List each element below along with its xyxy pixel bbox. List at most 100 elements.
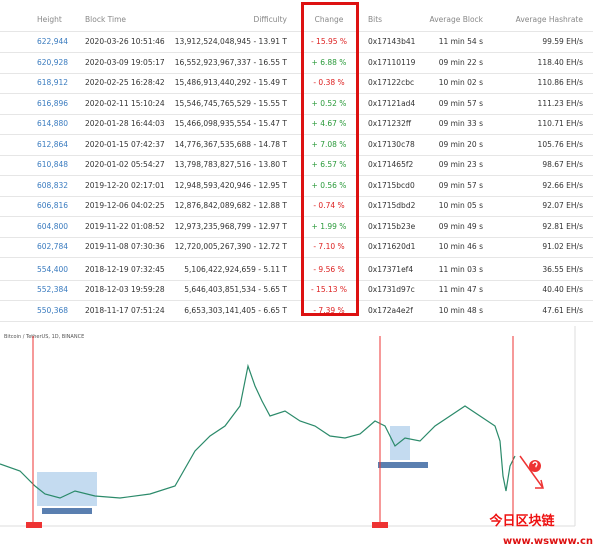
difficulty: 16,552,923,967,337 - 16.55 T bbox=[174, 57, 287, 67]
average-hashrate: 111.23 EH/s bbox=[537, 98, 583, 108]
row-divider bbox=[0, 113, 593, 115]
difficulty: Difficulty bbox=[253, 15, 287, 24]
difficulty: 13,912,524,048,945 - 13.91 T bbox=[174, 37, 287, 46]
height[interactable]: 554,400 bbox=[37, 264, 69, 274]
chart-symbol: Bitcoin / TetherUS, 1D, BINANCE bbox=[4, 334, 84, 340]
difficulty: 15,546,745,765,529 - 15.55 T bbox=[174, 98, 287, 108]
highlight-box bbox=[301, 2, 359, 316]
block-time: 2020-01-15 07:42:37 bbox=[85, 139, 165, 149]
watermark-url: www.wswww.cn bbox=[503, 536, 593, 547]
bits: 0x1731d97c bbox=[368, 285, 415, 294]
row-divider bbox=[0, 257, 593, 258]
arrow bbox=[519, 455, 544, 489]
bits: Bits bbox=[368, 15, 383, 24]
height[interactable]: 614,880 bbox=[37, 119, 69, 128]
average-hashrate: 99.59 EH/s bbox=[542, 37, 583, 46]
change: - 9.56 % bbox=[313, 264, 345, 274]
block-time: 2020-03-09 19:05:17 bbox=[85, 57, 165, 67]
arrow-head bbox=[535, 479, 544, 489]
average-block: 11 min 03 s bbox=[438, 264, 483, 274]
average-hashrate: 47.61 EH/s bbox=[542, 305, 583, 315]
height[interactable]: 622,944 bbox=[37, 37, 69, 46]
average-block: 09 min 23 s bbox=[438, 160, 483, 169]
change: - 0.38 % bbox=[313, 78, 345, 87]
bits: 0x1715b23e bbox=[368, 221, 416, 231]
bits: 0x17121ad4 bbox=[368, 98, 416, 108]
average-hashrate: 91.02 EH/s bbox=[542, 242, 583, 251]
row-divider bbox=[0, 279, 593, 281]
bits: 0x171465f2 bbox=[368, 160, 414, 169]
change: - 7.10 % bbox=[313, 242, 345, 251]
block-time: 2020-03-26 10:51:46 bbox=[85, 37, 165, 46]
difficulty: 15,466,098,935,554 - 15.47 T bbox=[174, 119, 287, 128]
average-hashrate: Average Hashrate bbox=[515, 15, 583, 24]
block-time: 2020-01-28 16:44:03 bbox=[85, 119, 165, 128]
change: + 6.88 % bbox=[311, 57, 347, 67]
change: - 0.74 % bbox=[313, 201, 345, 210]
difficulty: 12,876,842,089,682 - 12.88 T bbox=[174, 201, 287, 210]
height[interactable]: 602,784 bbox=[37, 242, 69, 251]
height[interactable]: 610,848 bbox=[37, 160, 69, 169]
height[interactable]: 618,912 bbox=[37, 78, 69, 87]
average-block: 11 min 54 s bbox=[438, 37, 483, 46]
row-divider bbox=[0, 52, 593, 53]
average-hashrate: 98.67 EH/s bbox=[542, 160, 583, 169]
height: Height bbox=[37, 15, 62, 24]
average-block: 10 min 05 s bbox=[438, 201, 483, 210]
change: + 7.08 % bbox=[311, 139, 347, 149]
average-block: 10 min 46 s bbox=[438, 242, 483, 251]
difficulty: 15,486,913,440,292 - 15.49 T bbox=[174, 78, 287, 87]
difficulty: 12,973,235,968,799 - 12.97 T bbox=[174, 221, 287, 231]
height[interactable]: 616,896 bbox=[37, 98, 69, 108]
range-label bbox=[378, 462, 428, 468]
bits: 0x171620d1 bbox=[368, 242, 416, 251]
change: - 7.39 % bbox=[313, 305, 345, 315]
block-time: 2020-02-25 16:28:42 bbox=[85, 78, 165, 87]
average-block: Average Block bbox=[429, 15, 483, 24]
height[interactable]: 552,384 bbox=[37, 285, 69, 294]
average-hashrate: 110.86 EH/s bbox=[537, 78, 583, 87]
average-hashrate: 118.40 EH/s bbox=[537, 57, 583, 67]
chart-bg bbox=[0, 326, 593, 551]
bits: 0x17110119 bbox=[368, 57, 416, 67]
block-time: 2019-12-06 04:02:25 bbox=[85, 201, 165, 210]
average-block: 10 min 48 s bbox=[438, 305, 483, 315]
average-hashrate: 92.66 EH/s bbox=[542, 180, 583, 190]
watermark-title: 今日区块链 bbox=[488, 513, 555, 529]
height[interactable]: 604,800 bbox=[37, 221, 69, 231]
block-time: 2020-02-11 15:10:24 bbox=[85, 98, 165, 108]
average-block: 09 min 22 s bbox=[438, 57, 483, 67]
row-divider bbox=[0, 31, 593, 32]
average-hashrate: 92.07 EH/s bbox=[542, 201, 583, 210]
range-label bbox=[42, 508, 92, 514]
bits: 0x17122cbc bbox=[368, 78, 415, 87]
average-hashrate: 36.55 EH/s bbox=[542, 264, 583, 274]
height[interactable]: 612,864 bbox=[37, 139, 69, 149]
height[interactable]: 608,832 bbox=[37, 180, 69, 190]
difficulty: 12,948,593,420,946 - 12.95 T bbox=[174, 180, 287, 190]
bits: 0x17371ef4 bbox=[368, 264, 414, 274]
change: + 1.99 % bbox=[311, 221, 347, 231]
price-line bbox=[0, 363, 516, 499]
row-divider bbox=[0, 93, 593, 94]
height[interactable]: 606,816 bbox=[37, 201, 69, 210]
average-block: 09 min 57 s bbox=[438, 98, 483, 108]
row-divider bbox=[0, 300, 593, 301]
bits: 0x171232ff bbox=[368, 119, 412, 128]
block-time: 2019-11-08 07:30:36 bbox=[85, 242, 165, 251]
change: - 15.13 % bbox=[310, 285, 348, 294]
change: Change bbox=[314, 15, 344, 24]
block-time: 2018-12-03 19:59:28 bbox=[85, 285, 165, 294]
average-block: 09 min 49 s bbox=[438, 221, 483, 231]
average-block: 11 min 47 s bbox=[438, 285, 483, 294]
row-divider bbox=[0, 256, 593, 258]
bits: 0x1715dbd2 bbox=[368, 201, 416, 210]
price-chart: Bitcoin / TetherUS, 1D, BINANCE 今日区块链 ww… bbox=[0, 326, 593, 551]
height[interactable]: 550,368 bbox=[37, 305, 69, 315]
height[interactable]: 620,928 bbox=[37, 57, 69, 67]
average-hashrate: 105.76 EH/s bbox=[537, 139, 583, 149]
block-time: 2019-11-22 01:08:52 bbox=[85, 221, 165, 231]
difficulty: 12,720,005,267,390 - 12.72 T bbox=[174, 242, 287, 251]
bits: 0x1715bcd0 bbox=[368, 180, 415, 190]
